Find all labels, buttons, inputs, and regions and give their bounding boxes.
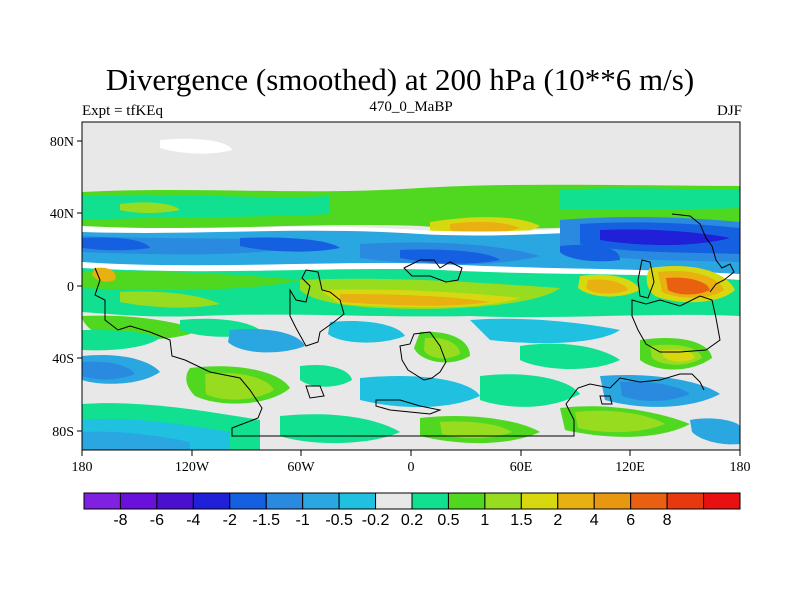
lat-tick-label: 40N	[50, 207, 74, 222]
colorbar-box	[703, 492, 741, 510]
colorbar-box	[484, 492, 522, 510]
colorbar-label: 8	[663, 512, 672, 529]
colorbar-label: -6	[150, 512, 164, 529]
lon-tick-label: 60E	[510, 460, 533, 475]
colorbar-box	[192, 492, 231, 510]
colorbar-label: -8	[113, 512, 127, 529]
colorbar-box	[411, 492, 449, 510]
case-label: 470_0_MaBP	[369, 99, 453, 115]
colorbar-box	[630, 492, 668, 510]
colorbar-label: 6	[626, 512, 635, 529]
colorbar-box	[83, 492, 121, 510]
colorbar-box	[593, 492, 632, 510]
colorbar-box	[520, 492, 559, 510]
lon-tick-label: 0	[408, 460, 415, 475]
experiment-label: Expt = tfKEq	[82, 103, 163, 119]
lat-tick-label: 40S	[52, 352, 74, 367]
colorbar-label: 4	[590, 512, 599, 529]
lat-tick-label: 80N	[50, 135, 74, 150]
colorbar	[83, 492, 741, 510]
lon-tick-label: 60W	[287, 460, 315, 475]
season-label: DJF	[716, 103, 742, 119]
colorbar-box	[229, 492, 267, 510]
colorbar-labels: -8 -6 -4 -2 -1.5 -1 -0.5 -0.2 0.2 0.5 1 1.5 2 4 6 8	[113, 512, 671, 529]
lat-tick-label: 80S	[52, 425, 74, 440]
colorbar-label: -1	[296, 512, 310, 529]
colorbar-label: -4	[186, 512, 200, 529]
map-title: Divergence (smoothed) at 200 hPa (10**6 …	[105, 62, 695, 97]
colorbar-label: -2	[223, 512, 237, 529]
colorbar-label: 1.5	[510, 512, 532, 529]
lon-tick-label: 120E	[615, 460, 645, 475]
colorbar-box	[119, 492, 158, 510]
colorbar-label: 0.2	[401, 512, 423, 529]
colorbar-box	[156, 492, 194, 510]
divergence-field	[82, 122, 740, 450]
colorbar-box	[666, 492, 705, 510]
colorbar-label: 2	[553, 512, 562, 529]
colorbar-label: -0.2	[362, 512, 390, 529]
colorbar-box	[557, 492, 595, 510]
colorbar-box	[265, 492, 304, 510]
colorbar-label: -0.5	[325, 512, 353, 529]
colorbar-box	[375, 492, 413, 510]
lon-tick-label: 180	[730, 460, 751, 475]
colorbar-label: 0.5	[437, 512, 459, 529]
colorbar-box	[447, 492, 486, 510]
colorbar-label: -1.5	[252, 512, 280, 529]
colorbar-label: 1	[480, 512, 489, 529]
axis-ticks	[77, 140, 741, 456]
lon-tick-label: 120W	[175, 460, 210, 475]
colorbar-box	[338, 492, 377, 510]
colorbar-box	[302, 492, 340, 510]
lat-tick-label: 0	[67, 280, 74, 295]
coastlines	[94, 213, 735, 437]
lon-tick-label: 180	[72, 460, 93, 475]
